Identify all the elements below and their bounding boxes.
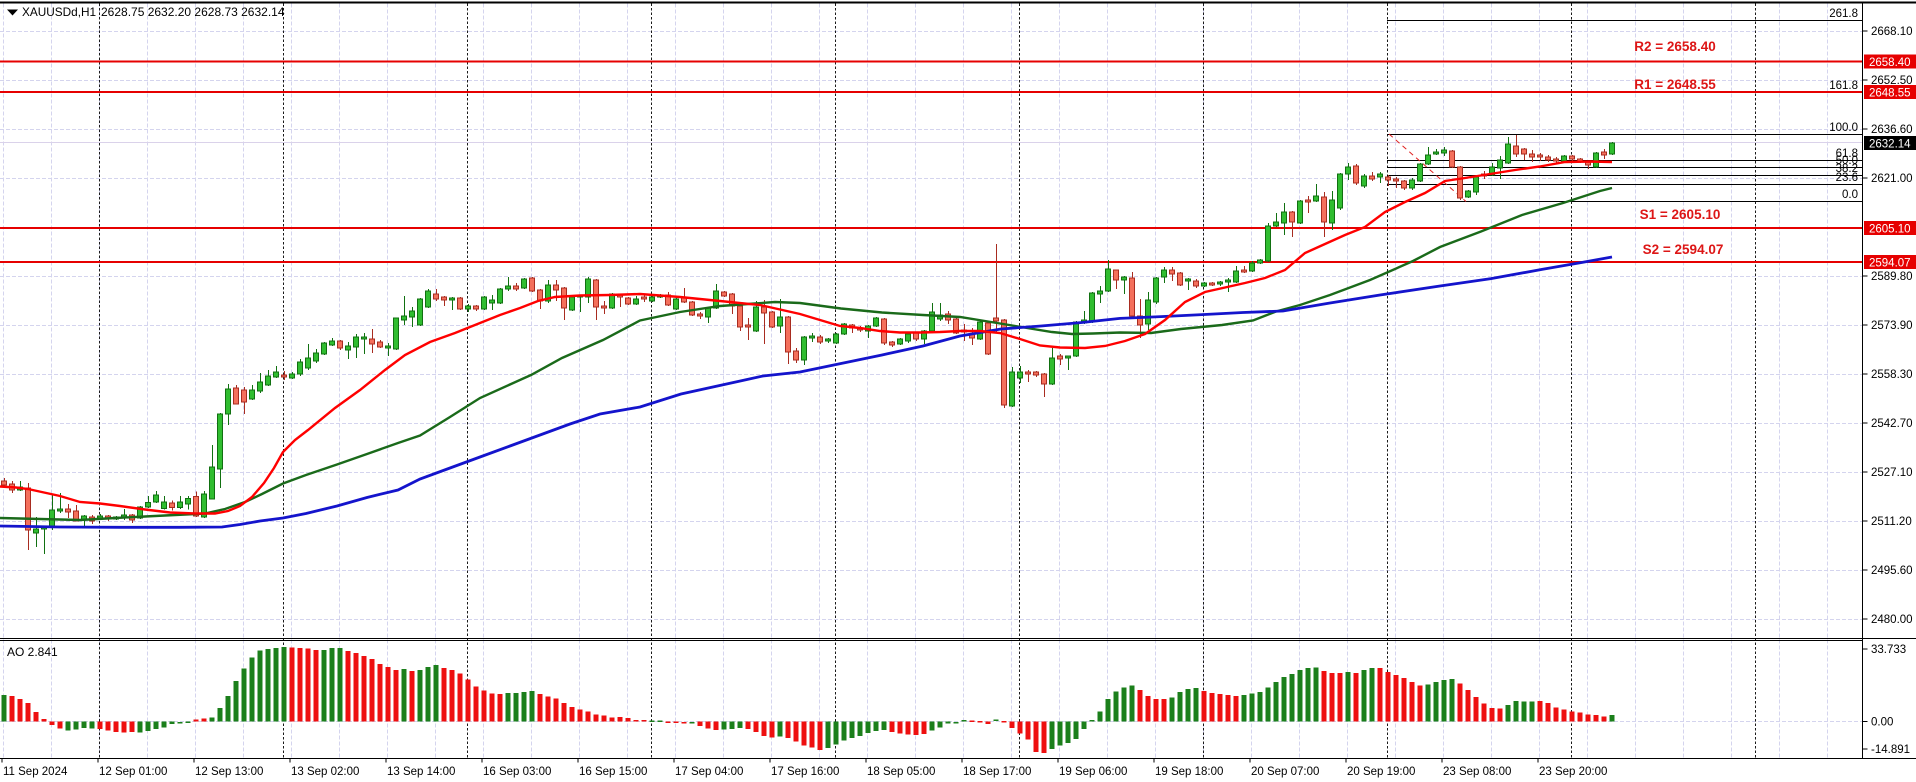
svg-text:18 Sep 05:00: 18 Sep 05:00 <box>867 766 935 778</box>
svg-text:2648.55: 2648.55 <box>1869 88 1911 100</box>
svg-text:2542.70: 2542.70 <box>1871 418 1913 430</box>
svg-text:17 Sep 04:00: 17 Sep 04:00 <box>675 766 743 778</box>
svg-text:100.0: 100.0 <box>1829 122 1858 134</box>
svg-text:38.2: 38.2 <box>1836 163 1858 175</box>
svg-text:261.8: 261.8 <box>1829 8 1858 20</box>
svg-text:2658.40: 2658.40 <box>1869 57 1911 69</box>
svg-text:R1 = 2648.55: R1 = 2648.55 <box>1634 77 1716 92</box>
svg-text:2632.14: 2632.14 <box>1869 139 1911 151</box>
svg-text:19 Sep 18:00: 19 Sep 18:00 <box>1155 766 1223 778</box>
svg-text:17 Sep 16:00: 17 Sep 16:00 <box>771 766 839 778</box>
svg-text:2621.00: 2621.00 <box>1871 173 1913 185</box>
svg-text:-14.891: -14.891 <box>1871 744 1910 756</box>
svg-text:12 Sep 01:00: 12 Sep 01:00 <box>99 766 167 778</box>
svg-text:61.8: 61.8 <box>1836 148 1858 160</box>
svg-text:2511.20: 2511.20 <box>1871 516 1912 528</box>
svg-text:2573.90: 2573.90 <box>1871 320 1913 332</box>
svg-text:2527.10: 2527.10 <box>1871 467 1913 479</box>
svg-text:23 Sep 08:00: 23 Sep 08:00 <box>1443 766 1511 778</box>
svg-text:AO 2.841: AO 2.841 <box>7 645 58 659</box>
svg-text:33.733: 33.733 <box>1871 644 1906 656</box>
svg-text:2495.60: 2495.60 <box>1871 565 1913 577</box>
svg-text:2480.00: 2480.00 <box>1871 614 1913 626</box>
svg-text:16 Sep 03:00: 16 Sep 03:00 <box>483 766 551 778</box>
svg-text:11 Sep 2024: 11 Sep 2024 <box>3 766 68 778</box>
svg-text:2589.80: 2589.80 <box>1871 271 1913 283</box>
svg-text:23 Sep 20:00: 23 Sep 20:00 <box>1539 766 1607 778</box>
svg-text:13 Sep 02:00: 13 Sep 02:00 <box>291 766 359 778</box>
svg-text:20 Sep 07:00: 20 Sep 07:00 <box>1251 766 1319 778</box>
svg-text:0.0: 0.0 <box>1842 189 1858 201</box>
svg-text:2652.50: 2652.50 <box>1871 75 1913 87</box>
svg-text:19 Sep 06:00: 19 Sep 06:00 <box>1059 766 1127 778</box>
svg-text:S2 = 2594.07: S2 = 2594.07 <box>1643 242 1724 257</box>
svg-text:18 Sep 17:00: 18 Sep 17:00 <box>963 766 1031 778</box>
svg-text:0.00: 0.00 <box>1871 717 1893 729</box>
svg-text:2605.10: 2605.10 <box>1869 224 1911 236</box>
svg-text:13 Sep 14:00: 13 Sep 14:00 <box>387 766 455 778</box>
svg-text:2668.10: 2668.10 <box>1871 26 1913 38</box>
svg-text:S1 = 2605.10: S1 = 2605.10 <box>1640 207 1721 222</box>
svg-text:XAUUSDd,H1: XAUUSDd,H1 <box>22 5 96 19</box>
svg-text:20 Sep 19:00: 20 Sep 19:00 <box>1347 766 1415 778</box>
svg-text:161.8: 161.8 <box>1829 80 1858 92</box>
svg-text:2636.60: 2636.60 <box>1871 124 1913 136</box>
svg-text:2558.30: 2558.30 <box>1871 369 1913 381</box>
svg-text:R2 = 2658.40: R2 = 2658.40 <box>1634 39 1715 54</box>
svg-text:50.0: 50.0 <box>1836 155 1858 167</box>
svg-text:2594.07: 2594.07 <box>1869 258 1911 270</box>
svg-text:23.6: 23.6 <box>1836 172 1858 184</box>
svg-text:16 Sep 15:00: 16 Sep 15:00 <box>579 766 647 778</box>
svg-text:2628.75 2632.20 2628.73 2632.1: 2628.75 2632.20 2628.73 2632.14 <box>101 5 285 19</box>
svg-text:12 Sep 13:00: 12 Sep 13:00 <box>195 766 263 778</box>
